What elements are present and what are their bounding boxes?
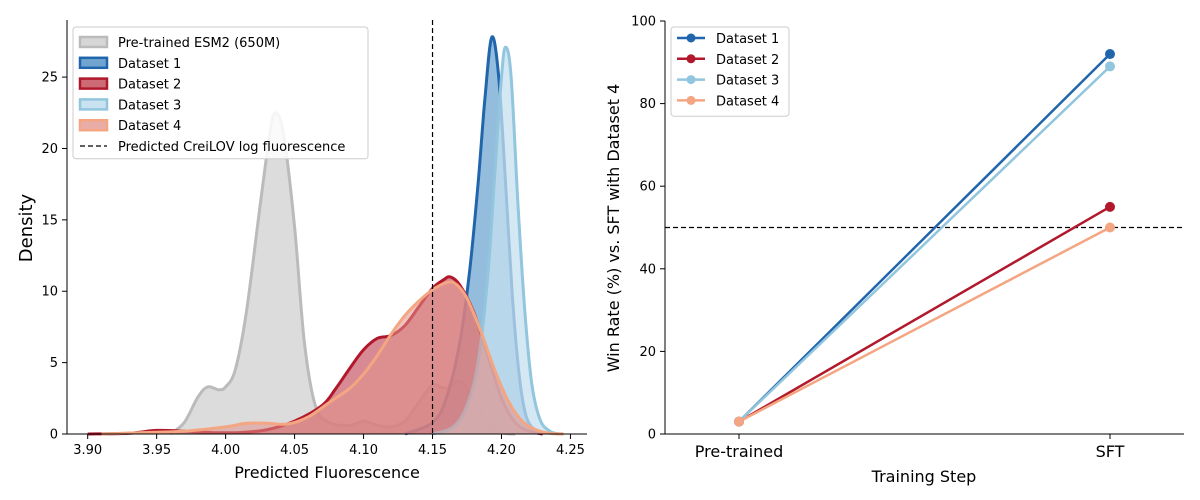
legend-label: Dataset 3: [716, 74, 779, 89]
y-tick-label: 100: [631, 15, 656, 30]
x-axis-label: Training Step: [871, 467, 977, 486]
x-axis-label: Predicted Fluorescence: [234, 463, 420, 482]
series-3: [734, 61, 1115, 427]
y-tick-label: 10: [41, 285, 58, 300]
y-tick-label: 40: [639, 262, 656, 277]
legend-label: Dataset 1: [118, 57, 181, 72]
legend-label: Predicted CreiLOV log fluorescence: [118, 140, 345, 155]
legend-label: Dataset 2: [716, 53, 779, 68]
series-line: [738, 53, 1111, 423]
data-point: [1105, 222, 1115, 233]
density-chart: 3.90 3.95 4.00 4.05 4.10 4.15 4.20 4.25 0 5 10 15 20…: [16, 20, 587, 482]
legend-frame: [670, 26, 790, 117]
y-tick-label: 15: [41, 213, 58, 228]
series-line: [738, 226, 1111, 423]
x-tick-label: 4.00: [211, 443, 240, 458]
density-axes: 3.90 3.95 4.00 4.05 4.10 4.15 4.20 4.25 0 5 10 15 20…: [41, 20, 587, 458]
y-tick-label: 60: [639, 180, 656, 195]
x-tick-label: 4.20: [487, 443, 516, 458]
legend-marker: [686, 75, 696, 85]
data-point: [1105, 61, 1115, 72]
win-rate-legend: Dataset 1 Dataset 2 Dataset 3 Dataset 4: [670, 26, 790, 117]
density-fill-1: [170, 112, 516, 434]
legend-swatch: [78, 77, 109, 90]
legend-label: Dataset 3: [118, 98, 181, 113]
x-tick-label: 4.10: [349, 443, 378, 458]
win-rate-chart: Pre-trained SFT 0 20 40 60 80 100 Training Step…: [604, 15, 1184, 486]
x-tick-label: 4.25: [556, 443, 585, 458]
legend-label: Dataset 2: [118, 78, 181, 93]
y-tick-label: 20: [41, 142, 58, 157]
x-tick-label: 3.95: [142, 443, 171, 458]
density-fill-4: [432, 47, 560, 435]
series-line: [738, 205, 1111, 423]
y-axis-label: Density: [16, 193, 37, 262]
density-legend: Pre-trained ESM2 (650M) Dataset 1 Dataset …: [72, 26, 369, 160]
legend-swatch: [78, 35, 109, 49]
data-point: [1105, 49, 1115, 60]
legend-marker: [686, 33, 696, 43]
legend-label: Pre-trained ESM2 (650M): [118, 36, 280, 51]
x-tick-label: 3.90: [73, 443, 102, 458]
legend-swatch: [78, 118, 109, 132]
series-4: [734, 222, 1115, 427]
y-tick-label: 0: [648, 428, 656, 443]
y-axis-label: Win Rate (%) vs. SFT with Dataset 4: [604, 84, 623, 373]
x-tick-label: 4.15: [418, 443, 447, 458]
win-rate-axes: Pre-trained SFT 0 20 40 60 80 100: [631, 15, 1184, 461]
data-point: [734, 416, 744, 427]
legend-swatch: [78, 98, 109, 111]
legend-frame: [72, 26, 369, 160]
legend-swatch: [78, 56, 109, 70]
y-tick-label: 25: [41, 71, 58, 86]
y-tick-label: 80: [639, 97, 656, 112]
series-2: [734, 201, 1115, 427]
y-tick-label: 5: [50, 356, 58, 371]
density-curve-5: [101, 280, 564, 436]
x-tick-label: Pre-trained: [695, 442, 783, 461]
win-rate-lines: [734, 49, 1115, 427]
legend-label: Dataset 4: [118, 119, 181, 134]
legend-label: Dataset 1: [716, 32, 779, 47]
y-tick-label: 20: [639, 345, 656, 360]
legend-label: Dataset 4: [716, 94, 779, 109]
density-fill-5: [101, 282, 564, 434]
legend-marker: [686, 54, 696, 64]
legend-marker: [686, 95, 696, 105]
data-point: [1105, 201, 1115, 212]
x-tick-label: SFT: [1096, 442, 1125, 461]
y-tick-label: 0: [50, 428, 58, 443]
x-tick-label: 4.05: [280, 443, 309, 458]
series-line: [738, 65, 1111, 423]
density-areas: [87, 35, 564, 436]
